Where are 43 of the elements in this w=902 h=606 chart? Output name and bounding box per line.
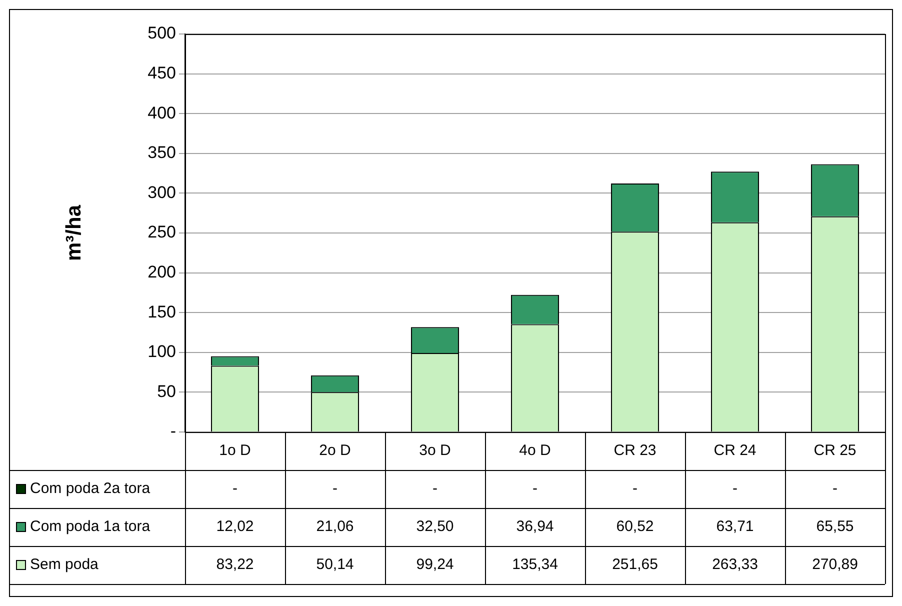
- data-label: 65,55: [816, 518, 854, 536]
- legend-label: Com poda 2a tora: [30, 480, 151, 498]
- y-tick-label: 150: [148, 302, 176, 322]
- legend-label: Sem poda: [30, 556, 100, 574]
- text: -: [732, 480, 738, 498]
- data-label: 263,33: [712, 556, 758, 574]
- data-label: 83,22: [216, 556, 254, 574]
- data-label: 270,89: [812, 556, 858, 574]
- x-tick-label: 2o D: [319, 442, 352, 460]
- data-label: 135,34: [512, 556, 558, 574]
- data-label: 63,71: [716, 518, 754, 536]
- y-tick-label: 350: [148, 143, 176, 162]
- x-tick-label: CR 24: [714, 442, 756, 460]
- y-tick-label: 100: [148, 342, 176, 362]
- x-tick-label: CR 23: [614, 442, 656, 460]
- y-tick-label: 400: [148, 103, 176, 122]
- y-tick-label: -: [170, 422, 176, 441]
- y-tick-label: 250: [148, 222, 176, 242]
- data-label: 21,06: [316, 518, 354, 536]
- y-tick-label: 450: [148, 63, 176, 82]
- text: -: [532, 480, 538, 498]
- text: -: [232, 480, 238, 498]
- data-label: 50,14: [316, 556, 354, 574]
- text: -: [832, 480, 838, 498]
- x-tick-label: 1o D: [219, 442, 252, 460]
- y-tick-label: 300: [148, 182, 176, 202]
- x-tick-label: 4o D: [519, 442, 552, 460]
- data-label: 251,65: [612, 556, 658, 574]
- data-label: 60,52: [616, 518, 654, 536]
- y-tick-label: 500: [148, 24, 176, 43]
- data-label: 99,24: [416, 556, 454, 574]
- data-label: 36,94: [516, 518, 554, 536]
- x-tick-label: CR 25: [814, 442, 856, 460]
- text: -: [332, 480, 338, 498]
- y-tick-label: 50: [157, 382, 176, 401]
- x-tick-label: 3o D: [419, 442, 452, 460]
- y-tick-label: 200: [148, 262, 176, 282]
- text: -: [432, 480, 438, 498]
- data-label: 32,50: [416, 518, 454, 536]
- y-axis-title: m³/ha: [62, 204, 86, 262]
- legend-label: Com poda 1a tora: [30, 518, 151, 536]
- data-label: 12,02: [216, 518, 254, 536]
- text: -: [632, 480, 638, 498]
